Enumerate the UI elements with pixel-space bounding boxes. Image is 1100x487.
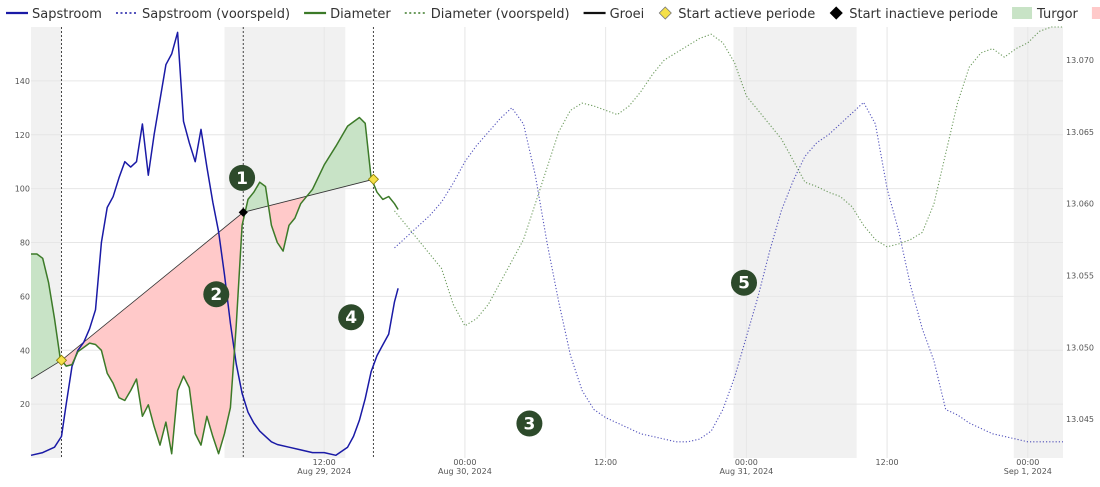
legend-swatch-diamond	[829, 6, 843, 20]
annotation-badge	[203, 281, 230, 308]
legend-item-dia_pred[interactable]: Diameter (voorspeld)	[404, 7, 570, 22]
y-right-tick-label: 13.065	[1066, 128, 1094, 137]
legend-item-growth[interactable]: Groei	[583, 7, 645, 22]
y-left-tick-label: 120	[15, 131, 30, 140]
legend-item-sap_pred[interactable]: Sapstroom (voorspeld)	[115, 7, 290, 22]
turgor-stress-fill	[31, 117, 374, 454]
stress-area	[61, 211, 246, 454]
legend-label: Diameter	[330, 7, 391, 22]
period-markers	[55, 173, 380, 366]
x-tick-date: Sep 1, 2024	[1004, 467, 1052, 476]
legend-swatch-area	[1012, 7, 1033, 19]
annotations: 1 2 3 4 5	[203, 164, 758, 437]
annotation-number: 3	[523, 415, 535, 435]
start-active-marker	[367, 173, 380, 185]
x-tick-date: Aug 30, 2024	[438, 467, 492, 476]
stress-area	[268, 196, 307, 252]
y-left-tick-label: 60	[20, 292, 30, 301]
annotation-badge	[516, 410, 543, 437]
legend-item-sap[interactable]: Sapstroom	[6, 7, 102, 22]
grid	[31, 27, 1063, 458]
x-tick-label: 12:00	[876, 458, 899, 467]
legend-label: Diameter (voorspeld)	[431, 7, 570, 22]
annotation-number: 5	[738, 274, 750, 294]
y-left-tick-label: 40	[20, 346, 30, 355]
y-right-tick-label: 13.045	[1066, 415, 1094, 424]
x-tick-label: 00:00	[1016, 458, 1039, 467]
legend-item-turgor[interactable]: Turgor	[1012, 7, 1079, 22]
x-tick-date: Aug 31, 2024	[719, 467, 773, 476]
x-tick-label: 12:00	[313, 458, 336, 467]
annotation-badge	[731, 269, 758, 296]
legend-label: Start actieve periode	[678, 7, 815, 22]
legend-label: Turgor	[1036, 7, 1079, 22]
turgor-area	[31, 254, 62, 379]
series-line-sap_pred	[394, 101, 1063, 443]
series-line-sap	[30, 31, 399, 457]
legend-label: Start inactieve periode	[849, 7, 998, 22]
y-right-tick-label: 13.060	[1066, 200, 1094, 209]
y-right-tick-label: 13.055	[1066, 272, 1094, 281]
y-left-tick-label: 20	[20, 400, 30, 409]
series-line-dia	[31, 116, 399, 455]
y-right-tick-label: 13.050	[1066, 343, 1094, 352]
legend-item-dia[interactable]: Diameter	[304, 7, 391, 22]
growth-line	[30, 178, 374, 380]
annotation-badge	[229, 164, 256, 191]
annotation-number: 2	[210, 285, 222, 305]
growth-line-path	[30, 178, 374, 380]
legend-swatch-diamond	[658, 6, 672, 20]
turgor-area	[245, 182, 269, 212]
y-left-tick-label: 80	[20, 239, 30, 248]
x-tick-label: 00:00	[735, 458, 758, 467]
legend-label: Groei	[610, 7, 645, 22]
start-active-marker	[55, 354, 68, 366]
axes: 20 40 60 80 100 120 140 13.045 13.050 13.055 13.06…	[15, 56, 1094, 476]
y-left-tick-label: 100	[15, 185, 30, 194]
annotation-number: 4	[345, 308, 357, 328]
legend-label: Sapstroom	[32, 7, 102, 22]
series-lines	[30, 26, 1063, 457]
legend-item-start_active[interactable]: Start actieve periode	[658, 6, 815, 22]
x-tick-date: Aug 29, 2024	[297, 467, 351, 476]
start-inactive-marker	[238, 207, 248, 217]
x-tick-label: 12:00	[594, 458, 617, 467]
turgor-area	[306, 117, 372, 197]
y-right-tick-label: 13.070	[1066, 56, 1094, 65]
legend[interactable]: Sapstroom Sapstroom (voorspeld) Diameter Di…	[6, 6, 1100, 22]
x-tick-label: 00:00	[453, 458, 476, 467]
annotation-badge	[338, 304, 365, 331]
legend-label: Sapstroom (voorspeld)	[142, 7, 290, 22]
legend-item-start_inactive[interactable]: Start inactieve periode	[829, 6, 998, 22]
legend-swatch-area	[1091, 7, 1100, 19]
annotation-number: 1	[236, 169, 248, 189]
y-left-tick-label: 140	[15, 77, 30, 86]
series-line-dia_pred	[394, 26, 1063, 327]
legend-item-stress[interactable]: Stress	[1091, 7, 1100, 22]
